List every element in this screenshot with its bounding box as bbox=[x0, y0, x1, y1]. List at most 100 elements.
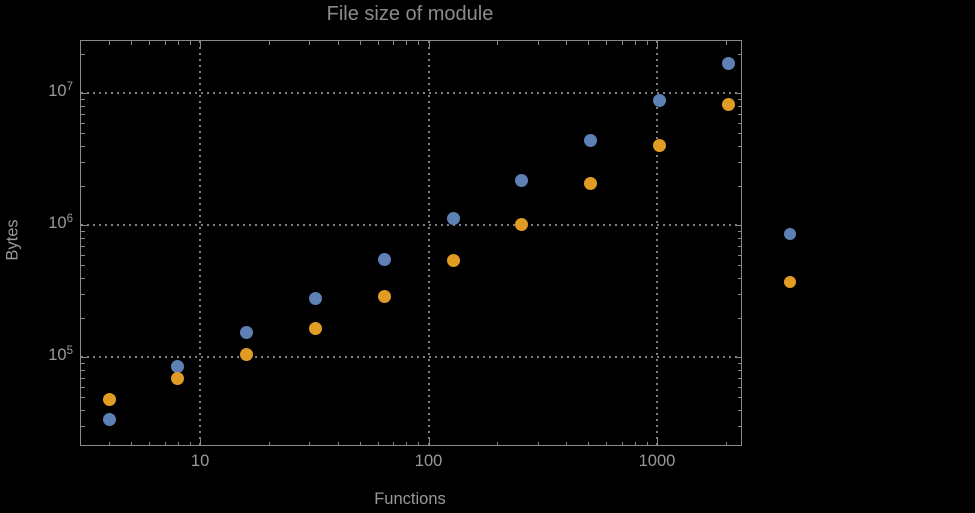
y-tick-mark bbox=[81, 113, 85, 115]
y-tick-mark bbox=[81, 386, 85, 388]
y-tick-label: 106 bbox=[48, 213, 73, 233]
series-1-point bbox=[102, 412, 116, 426]
x-tick-mark bbox=[646, 441, 648, 445]
y-tick-mark bbox=[737, 370, 741, 372]
series-1-point bbox=[446, 211, 460, 225]
y-tick-mark bbox=[737, 113, 741, 115]
x-tick-mark bbox=[131, 441, 133, 445]
x-tick-mark bbox=[377, 441, 379, 445]
y-tick-mark bbox=[737, 145, 741, 147]
y-tick-mark bbox=[737, 133, 741, 135]
x-tick-mark bbox=[393, 41, 395, 45]
series-2-point bbox=[652, 138, 666, 152]
legend-marker-series-1 bbox=[784, 228, 796, 240]
x-tick-mark bbox=[377, 41, 379, 45]
series-2-point bbox=[584, 177, 598, 191]
y-tick-mark bbox=[735, 357, 741, 359]
x-tick-mark bbox=[393, 441, 395, 445]
y-tick-mark bbox=[81, 426, 85, 428]
series-1-point bbox=[377, 252, 391, 266]
x-tick-mark bbox=[337, 41, 339, 45]
y-gridline bbox=[81, 224, 741, 227]
y-tick-mark bbox=[81, 93, 87, 95]
y-tick-mark bbox=[81, 265, 85, 267]
x-tick-label: 10 bbox=[190, 452, 210, 470]
x-tick-mark bbox=[418, 441, 420, 445]
y-tick-mark bbox=[737, 386, 741, 388]
x-tick-mark bbox=[634, 41, 636, 45]
x-tick-mark bbox=[621, 441, 623, 445]
series-2-point bbox=[515, 218, 529, 232]
series-1-point bbox=[721, 57, 735, 71]
y-tick-mark bbox=[81, 238, 85, 240]
y-tick-mark bbox=[81, 377, 85, 379]
y-tick-mark bbox=[737, 245, 741, 247]
series-1-point bbox=[240, 325, 254, 339]
x-gridline bbox=[427, 41, 430, 445]
x-tick-mark bbox=[164, 441, 166, 445]
y-tick-mark bbox=[81, 245, 85, 247]
y-tick-mark bbox=[81, 370, 85, 372]
x-tick-mark bbox=[646, 41, 648, 45]
y-tick-mark bbox=[81, 254, 85, 256]
series-2-point bbox=[377, 290, 391, 304]
y-tick-mark bbox=[81, 409, 85, 411]
legend-marker-series-2 bbox=[784, 276, 796, 288]
x-tick-mark bbox=[656, 41, 658, 47]
y-axis-label: Bytes bbox=[3, 219, 22, 261]
x-tick-mark bbox=[656, 439, 658, 445]
y-tick-mark bbox=[735, 225, 741, 227]
y-tick-mark bbox=[81, 225, 87, 227]
x-tick-mark bbox=[606, 41, 608, 45]
x-tick-mark bbox=[497, 41, 499, 45]
x-tick-mark bbox=[200, 41, 202, 47]
x-tick-mark bbox=[497, 441, 499, 445]
x-tick-label: 1000 bbox=[638, 452, 676, 470]
y-tick-mark bbox=[81, 162, 85, 164]
series-2-point bbox=[308, 321, 322, 335]
x-gridline bbox=[199, 41, 202, 445]
x-tick-mark bbox=[309, 41, 311, 45]
x-tick-mark bbox=[621, 41, 623, 45]
x-tick-mark bbox=[189, 441, 191, 445]
y-tick-mark bbox=[81, 363, 85, 365]
y-tick-mark bbox=[81, 99, 85, 101]
x-tick-mark bbox=[268, 41, 270, 45]
series-2-point bbox=[102, 392, 116, 406]
series-1-point bbox=[308, 291, 322, 305]
y-tick-mark bbox=[81, 106, 85, 108]
x-tick-mark bbox=[200, 439, 202, 445]
series-1-point bbox=[515, 173, 529, 187]
series-2-point bbox=[446, 254, 460, 268]
x-tick-mark bbox=[428, 439, 430, 445]
y-tick-mark bbox=[81, 122, 85, 124]
y-tick-mark bbox=[737, 317, 741, 319]
x-tick-mark bbox=[566, 441, 568, 445]
y-tick-mark bbox=[81, 185, 85, 187]
x-tick-mark bbox=[189, 41, 191, 45]
x-tick-mark bbox=[109, 441, 111, 445]
y-tick-mark bbox=[737, 99, 741, 101]
x-tick-mark bbox=[359, 441, 361, 445]
x-tick-mark bbox=[164, 41, 166, 45]
x-tick-mark bbox=[109, 41, 111, 45]
series-1-point bbox=[584, 133, 598, 147]
y-tick-mark bbox=[737, 426, 741, 428]
x-tick-mark bbox=[588, 41, 590, 45]
y-tick-mark bbox=[81, 133, 85, 135]
x-tick-mark bbox=[149, 41, 151, 45]
x-gridline bbox=[655, 41, 658, 445]
y-tick-mark bbox=[81, 294, 85, 296]
series-1-point bbox=[171, 359, 185, 373]
x-tick-mark bbox=[566, 41, 568, 45]
x-tick-mark bbox=[725, 41, 727, 45]
x-tick-mark bbox=[634, 441, 636, 445]
series-2-point bbox=[721, 98, 735, 112]
x-tick-mark bbox=[537, 41, 539, 45]
y-tick-mark bbox=[737, 397, 741, 399]
y-tick-mark bbox=[737, 122, 741, 124]
y-tick-mark bbox=[81, 277, 85, 279]
y-tick-mark bbox=[737, 265, 741, 267]
y-tick-mark bbox=[81, 317, 85, 319]
